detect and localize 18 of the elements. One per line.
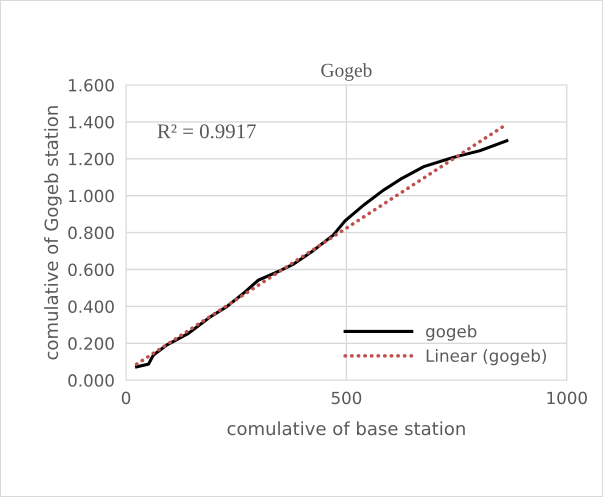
x-tick-label: 1000 <box>547 392 587 404</box>
y-tick-label: 0.600 <box>68 263 114 276</box>
y-tick-label: 1.400 <box>69 116 114 128</box>
chart-title: Gogeb <box>321 63 372 81</box>
y-axis-title: comulative of Gogeb station <box>44 106 62 360</box>
y-tick-label: 0.200 <box>68 337 114 350</box>
y-tick-label: 1.000 <box>69 190 114 202</box>
y-tick-label: 1.600 <box>69 78 114 92</box>
x-tick-label: 0 <box>122 392 130 404</box>
x-axis-title: comulative of base station <box>228 421 465 436</box>
y-tick-label: 0.400 <box>68 300 114 313</box>
x-tick-label: 500 <box>332 392 362 404</box>
y-tick-label: 0.000 <box>68 374 114 387</box>
legend-label: Linear (gogeb) <box>426 349 546 366</box>
annotation: R² = 0.9917 <box>157 124 256 138</box>
y-tick-label: 0.800 <box>68 226 114 240</box>
legend-label: gogeb <box>426 324 476 341</box>
y-tick-label: 1.200 <box>69 152 114 166</box>
